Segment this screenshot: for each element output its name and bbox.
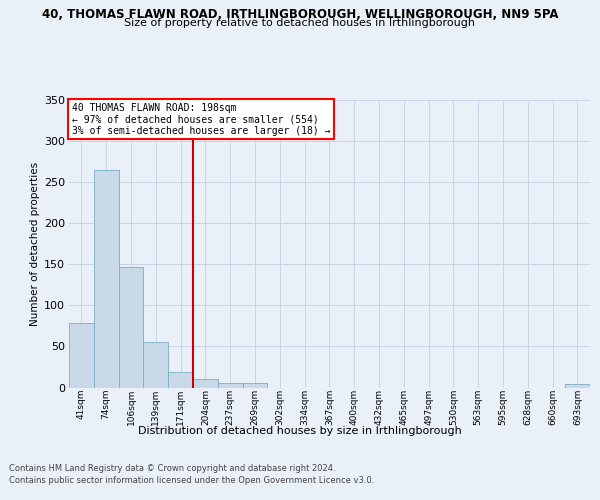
Text: 40, THOMAS FLAWN ROAD, IRTHLINGBOROUGH, WELLINGBOROUGH, NN9 5PA: 40, THOMAS FLAWN ROAD, IRTHLINGBOROUGH, … [42, 8, 558, 20]
Bar [119, 267, 143, 388]
Bar [218, 384, 242, 388]
Bar [94, 170, 119, 388]
Text: Size of property relative to detached houses in Irthlingborough: Size of property relative to detached ho… [125, 18, 476, 28]
Y-axis label: Number of detached properties: Number of detached properties [29, 162, 40, 326]
Bar [242, 384, 268, 388]
Bar [193, 380, 218, 388]
Text: Contains HM Land Registry data © Crown copyright and database right 2024.: Contains HM Land Registry data © Crown c… [9, 464, 335, 473]
Bar [168, 372, 193, 388]
Bar [69, 324, 94, 388]
Bar [565, 384, 590, 388]
Text: Contains public sector information licensed under the Open Government Licence v3: Contains public sector information licen… [9, 476, 374, 485]
Bar [143, 342, 168, 388]
Text: Distribution of detached houses by size in Irthlingborough: Distribution of detached houses by size … [138, 426, 462, 436]
Text: 40 THOMAS FLAWN ROAD: 198sqm
← 97% of detached houses are smaller (554)
3% of se: 40 THOMAS FLAWN ROAD: 198sqm ← 97% of de… [71, 103, 330, 136]
